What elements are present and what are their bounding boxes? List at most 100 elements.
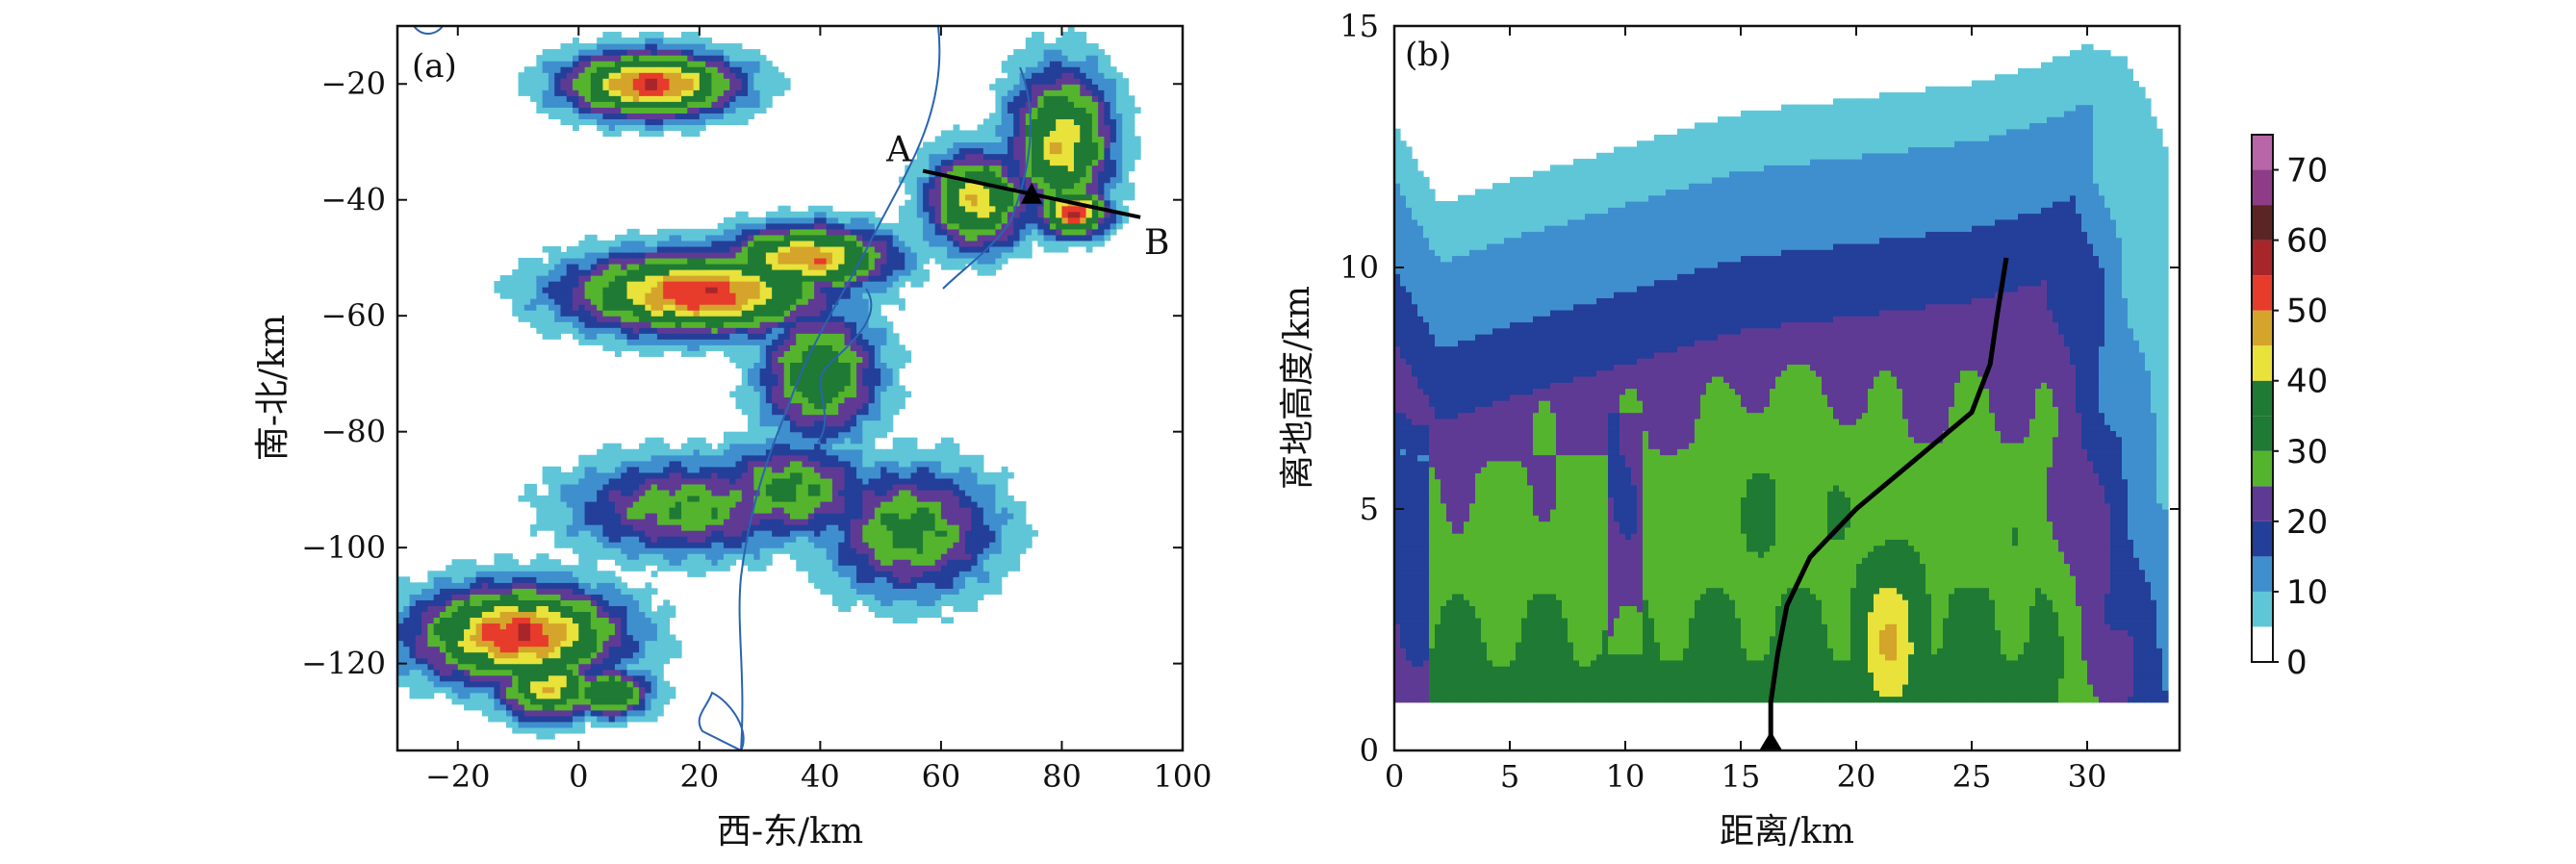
echo-cell-a (910, 234, 918, 241)
echo-cell-a (790, 333, 797, 340)
echo-cell-a (741, 553, 749, 560)
echo-cell-a (669, 84, 676, 90)
echo-cell-a (584, 240, 592, 247)
echo-cell-a (796, 495, 803, 502)
echo-cell-a (536, 78, 544, 85)
echo-cell-a (602, 466, 610, 473)
echo-cell-a (905, 176, 912, 184)
echo-cell-a (433, 657, 441, 665)
echo-cell-a (573, 506, 579, 514)
echo-cell-a (590, 692, 598, 699)
echo-cell-a (451, 680, 459, 688)
echo-cell-a (831, 356, 839, 363)
echo-cell-a (910, 269, 918, 276)
echo-cell-a (650, 513, 658, 520)
echo-cell-a (415, 623, 422, 630)
echo-cell-a (530, 495, 537, 502)
echo-cell-a (778, 471, 785, 479)
echo-cell-a (814, 425, 821, 433)
echo-cell-a (554, 495, 562, 502)
echo-cell-a (608, 588, 616, 595)
echo-cell-a (717, 222, 725, 230)
echo-cell-a (488, 709, 496, 717)
echo-cell-a (590, 257, 598, 265)
echo-cell-a (505, 287, 513, 293)
echo-cell-a (723, 89, 730, 96)
echo-cell-a (656, 263, 664, 270)
echo-cell-a (566, 524, 574, 531)
echo-cell-a (573, 43, 579, 50)
echo-cell-a (499, 617, 507, 624)
echo-cell-a (602, 298, 610, 305)
echo-cell-a (409, 582, 417, 589)
echo-cell-a (783, 222, 791, 230)
echo-cell-a (820, 356, 828, 363)
echo-cell-a (856, 350, 863, 357)
echo-cell-a (626, 669, 634, 676)
echo-cell-a (470, 623, 477, 630)
echo-cell-a (675, 513, 682, 520)
echo-cell-a (717, 477, 725, 485)
echo-cell-a (759, 362, 767, 369)
echo-cell-a (807, 339, 815, 345)
echo-cell-a (705, 287, 713, 293)
echo-cell-a (590, 571, 598, 577)
echo-cell-a (693, 113, 701, 119)
echo-cell-a (874, 379, 881, 387)
echo-cell-a (693, 66, 701, 73)
echo-cell-a (566, 692, 574, 699)
echo-cell-a (650, 553, 658, 560)
echo-cell-a (560, 281, 568, 288)
echo-cell-a (783, 78, 791, 85)
echo-cell-a (639, 565, 646, 572)
echo-cell-a (523, 257, 531, 265)
echo-cell-a (536, 686, 544, 694)
echo-cell-a (397, 628, 404, 636)
echo-cell-a (729, 101, 737, 108)
echo-cell-a (566, 327, 574, 334)
echo-cell-a (844, 292, 852, 299)
echo-cell-a (656, 269, 664, 276)
echo-cell-a (796, 240, 803, 247)
echo-cell-a (729, 216, 737, 224)
echo-cell-a (850, 559, 857, 566)
echo-cell-a (748, 263, 754, 270)
echo-cell-a (723, 118, 730, 126)
echo-cell-a (723, 483, 730, 491)
echo-cell-a (765, 72, 773, 79)
echo-cell-a (446, 576, 453, 583)
echo-cell-a (602, 657, 610, 665)
echo-cell-a (626, 263, 634, 270)
echo-cell-a (663, 49, 671, 56)
echo-cell-a (759, 350, 767, 357)
echo-cell-a (409, 588, 417, 595)
echo-cell-a (729, 113, 737, 119)
echo-cell-a (705, 240, 713, 247)
echo-cell-a (802, 414, 809, 421)
echo-cell-a (536, 327, 544, 334)
echo-cell-a (488, 605, 496, 613)
echo-cell-a (494, 692, 501, 699)
echo-cell-a (814, 542, 821, 548)
echo-cell-a (783, 454, 791, 462)
echo-cell-a (705, 477, 713, 485)
echo-cell-a (656, 623, 664, 630)
echo-cell-a (621, 113, 628, 119)
echo-cell-a (886, 240, 894, 247)
echo-cell-a (632, 646, 640, 653)
echo-cell-a (910, 571, 918, 577)
echo-cell-a (548, 576, 555, 583)
echo-cell-a (554, 599, 562, 606)
echo-cell-a (578, 471, 586, 479)
echo-cell-a (687, 321, 695, 328)
echo-cell-a (753, 396, 761, 404)
echo-cell-a (560, 287, 568, 293)
echo-cell-a (778, 205, 785, 213)
echo-cell-a (856, 460, 863, 468)
echo-cell-a (765, 524, 773, 531)
echo-cell-a (518, 310, 525, 317)
echo-cell-a (850, 234, 857, 241)
echo-cell-a (862, 500, 870, 508)
echo-cell-a (675, 240, 682, 247)
echo-cell-a (741, 373, 749, 381)
